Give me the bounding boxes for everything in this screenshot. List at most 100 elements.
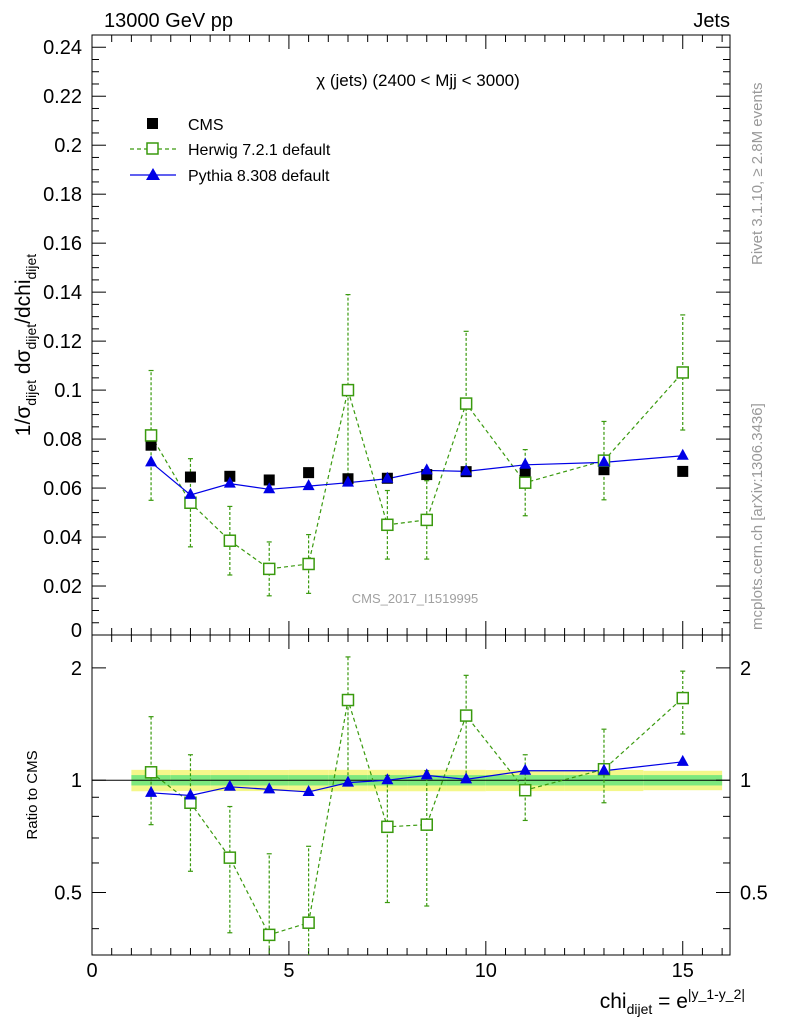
y-tick-label-main: 0.02 [43,576,82,598]
pythia-ratio-point [263,782,276,794]
pythia-point [381,471,394,483]
y-tick-label-ratio: 2 [71,658,82,680]
pythia-ratio-point [597,763,610,775]
herwig-point [341,383,355,397]
herwig-ratio-point [262,928,276,942]
pythia-point [676,448,689,460]
pythia-point [420,463,433,475]
pythia-point [263,482,276,494]
pythia-point [223,476,236,488]
cms-point [677,465,689,477]
mcplots-label: mcplots.cern.ch [arXiv:1306.3436] [749,403,766,630]
pythia-ratio-line [151,761,683,797]
y-tick-label-ratio-right: 2 [740,658,751,680]
herwig-point [420,513,434,527]
pythia-point [302,479,315,491]
herwig-ratio-point [459,709,473,722]
cms-point [263,474,275,486]
herwig-point [144,429,158,442]
y-tick-label-main: 0.24 [43,37,82,59]
pythia-point [519,457,532,469]
y-tick-label-ratio-right: 0.5 [740,883,768,905]
svg-text:1/σdijet dσdijet/dchidijet: 1/σdijet dσdijet/dchidijet [12,254,39,436]
x-axis-label: chidijet = e|y_1-y_2| [600,986,745,1017]
herwig-ratio-line [150,697,684,936]
cms-point [184,471,196,483]
y-tick-label-ratio: 1 [71,770,82,792]
y-tick-label-main: 0.16 [43,233,82,255]
pythia-point [460,464,473,476]
y-axis-label-main: 1/σdijet dσdijet/dchidijet [12,254,39,436]
herwig-point [518,476,532,489]
pythia-ratio-point [302,784,315,796]
y-tick-label-main: 0.1 [54,380,82,402]
pythia-ratio-point [341,775,354,787]
pythia-ratio-point [381,773,394,785]
cms-point [598,464,610,476]
herwig-ratio-point [302,916,315,929]
pythia-ratio-point [223,779,236,791]
pythia-point [145,455,158,467]
herwig-point [676,366,689,379]
herwig-ratio-point [518,783,532,797]
pythia-ratio-point [184,788,197,800]
herwig-ratio-point [144,766,158,779]
herwig-point [381,518,394,532]
x-tick-label: 5 [283,960,294,982]
y-tick-label-main: 0.22 [43,86,82,108]
watermark: CMS_2017_I1519995 [352,591,479,606]
legend-label-cms: CMS [188,117,224,134]
y-tick-label-main: 0.12 [43,331,82,353]
x-tick-label: 15 [672,960,694,982]
cms-point [421,469,433,481]
cms-point [519,467,531,479]
y-tick-label-main: 0.2 [54,135,82,157]
y-tick-label-main: 0.18 [43,184,82,206]
herwig-point [459,397,473,410]
legend: CMS Herwig 7.2.1 default Pythia 8.308 de… [130,117,331,185]
legend-label-herwig: Herwig 7.2.1 default [188,142,331,159]
y-tick-label-main: 0.06 [43,478,82,500]
herwig-ratio-point [676,691,689,705]
herwig-line [150,372,684,570]
x-tick-label: 0 [86,960,97,982]
svg-text:chidijet = e|y_1-y_2|: chidijet = e|y_1-y_2| [600,986,745,1017]
pythia-line [150,455,683,496]
pythia-point [341,475,354,487]
pythia-ratio-point [420,768,433,780]
header-left: 13000 GeV pp [104,10,233,32]
y-tick-label-ratio: 0.5 [54,883,82,905]
y-axis-label-ratio: Ratio to CMS [24,750,41,839]
herwig-ratio-point [341,693,355,707]
y-tick-label-main: 0.14 [43,282,82,304]
cms-point [145,439,157,451]
herwig-ratio-point [420,818,434,831]
y-tick-label-ratio-right: 1 [740,770,751,792]
herwig-point [223,534,237,547]
header-right: Jets [693,10,730,32]
y-tick-label-main: 0.04 [43,527,82,549]
herwig-point [262,562,276,576]
legend-marker-pythia [146,168,160,180]
herwig-ratio-point [223,851,237,864]
y-tick-label-main: 0 [71,620,82,642]
herwig-ratio-point [381,820,394,834]
legend-marker-cms [147,118,158,129]
plot-title: χ (jets) (2400 < Mjj < 3000) [316,71,520,90]
herwig-point [302,557,315,571]
cms-point [303,467,315,479]
pythia-point [597,455,610,467]
ratio-plot-frame [91,634,731,956]
x-tick-label: 10 [475,960,497,982]
pythia-ratio-point [460,772,473,784]
legend-label-pythia: Pythia 8.308 default [188,168,330,185]
pythia-ratio-point [519,763,532,775]
legend-marker-herwig [146,142,159,155]
pythia-ratio-point [145,785,158,797]
rivet-label: Rivet 3.1.10, ≥ 2.8M events [749,83,766,266]
y-tick-label-main: 0.08 [43,429,82,451]
pythia-ratio-point [676,754,689,766]
cms-point [224,470,236,482]
pythia-point [184,487,197,499]
